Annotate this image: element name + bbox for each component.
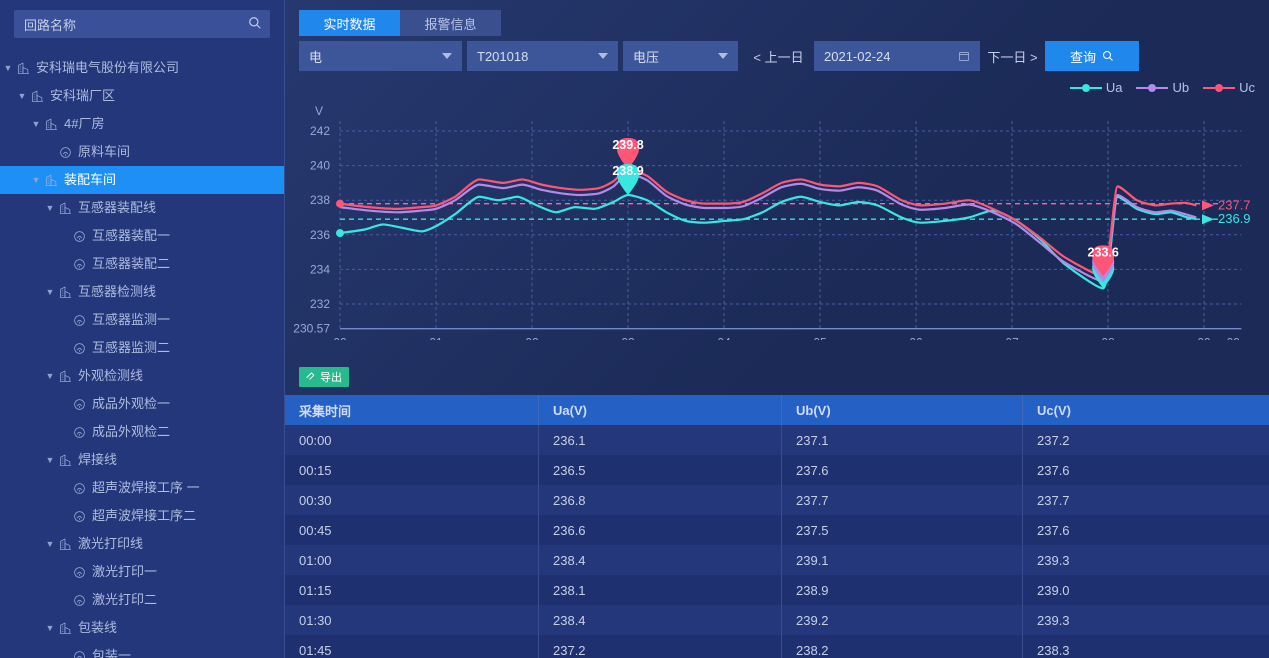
svg-text:236.9: 236.9 xyxy=(1218,211,1251,226)
svg-text:08: 08 xyxy=(1101,336,1115,340)
svg-text:09: 09 xyxy=(1197,336,1211,340)
svg-text:239.8: 239.8 xyxy=(612,138,643,152)
svg-text:00: 00 xyxy=(333,336,347,340)
svg-text:240: 240 xyxy=(310,159,330,173)
svg-text:237.7: 237.7 xyxy=(1218,197,1251,212)
svg-text:05: 05 xyxy=(813,336,827,340)
svg-text:V: V xyxy=(315,104,323,118)
svg-text:06: 06 xyxy=(909,336,923,340)
svg-text:04: 04 xyxy=(717,336,731,340)
svg-text:233.6: 233.6 xyxy=(1088,245,1119,259)
svg-text:238.9: 238.9 xyxy=(612,164,643,178)
svg-text:03: 03 xyxy=(621,336,635,340)
svg-text:09: 09 xyxy=(1227,336,1241,340)
svg-text:238: 238 xyxy=(310,193,330,207)
svg-text:01: 01 xyxy=(429,336,443,340)
svg-text:242: 242 xyxy=(310,124,330,138)
svg-text:02: 02 xyxy=(525,336,539,340)
svg-text:232: 232 xyxy=(310,297,330,311)
svg-text:230.57: 230.57 xyxy=(293,322,330,336)
svg-text:07: 07 xyxy=(1005,336,1019,340)
svg-text:236: 236 xyxy=(310,228,330,242)
svg-text:234: 234 xyxy=(310,262,330,276)
